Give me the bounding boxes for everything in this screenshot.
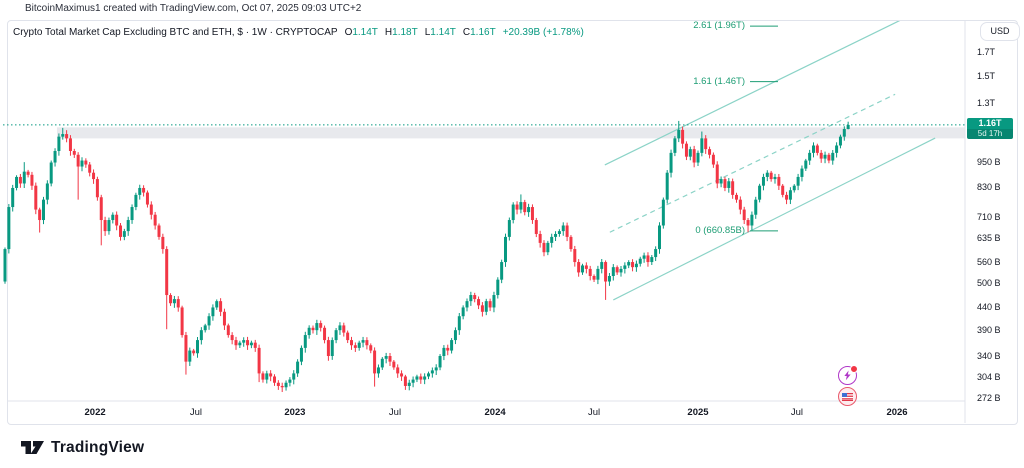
notification-dot	[850, 365, 858, 373]
bar-countdown: 5d 17h	[967, 128, 1013, 139]
price-tick-560B: 560 B	[977, 256, 1001, 267]
idea-flash-icon[interactable]	[838, 365, 858, 385]
ohlc-key: C	[462, 27, 471, 38]
price-tick-390B: 390 B	[977, 324, 1001, 335]
ohlc-value: 1.18T	[392, 27, 418, 38]
price-tick-1.7T: 1.7T	[977, 47, 996, 58]
time-tick-Jul: Jul	[388, 407, 402, 418]
ohlc-values: O1.14T H1.18T L1.14T C1.16T	[338, 27, 496, 38]
channel-trendline	[609, 93, 896, 233]
resistance-zone	[56, 127, 965, 139]
currency-usd-button[interactable]: USD	[980, 22, 1020, 41]
price-tick-635B: 635 B	[977, 232, 1001, 243]
ohlc-key: L	[424, 27, 431, 38]
last-price-value: 1.16T	[978, 117, 1002, 128]
symbol-legend[interactable]: Crypto Total Market Cap Excluding BTC an…	[13, 27, 584, 38]
fib-label: 2.61 (1.96T)	[693, 20, 745, 32]
time-tick-2024: 2024	[484, 407, 506, 418]
watermark-attribution: BitcoinMaximus1 created with TradingView…	[25, 3, 362, 14]
change-value: +20.39B (+1.78%)	[502, 27, 584, 38]
us-economic-event-icon[interactable]	[838, 387, 857, 406]
price-tick-1.3T: 1.3T	[977, 97, 996, 108]
price-tick-1.5T: 1.5T	[977, 71, 996, 82]
symbol-title[interactable]: Crypto Total Market Cap Excluding BTC an…	[13, 27, 338, 38]
tradingview-mark-icon	[21, 441, 44, 454]
us-flag-icon	[842, 392, 853, 401]
price-tick-950B: 950 B	[977, 157, 1001, 168]
channel-trendline	[604, 21, 901, 166]
ohlc-key: H	[384, 27, 393, 38]
last-price-label: 1.16T 5d 17h	[967, 117, 1013, 139]
ohlc-value: 1.14T	[430, 27, 456, 38]
price-tick-304B: 304 B	[977, 371, 1001, 382]
fib-label: 0 (660.85B)	[695, 224, 745, 236]
ohlc-value: 1.14T	[352, 27, 378, 38]
price-tick-272B: 272 B	[977, 392, 1001, 403]
price-tick-440B: 440 B	[977, 301, 1001, 312]
tradingview-logo-text: TradingView	[51, 438, 145, 456]
price-tick-710B: 710 B	[977, 211, 1001, 222]
tradingview-logo[interactable]: TradingView	[20, 438, 144, 457]
time-tick-Jul: Jul	[189, 407, 203, 418]
ohlc-key: O	[344, 27, 353, 38]
lightning-bolt-icon	[844, 370, 851, 381]
price-tick-830B: 830 B	[977, 182, 1001, 193]
ohlc-value: 1.16T	[470, 27, 496, 38]
time-tick-2022: 2022	[84, 407, 106, 418]
time-tick-Jul: Jul	[587, 407, 601, 418]
time-tick-2025: 2025	[687, 407, 709, 418]
time-tick-2026: 2026	[886, 407, 908, 418]
price-tick-340B: 340 B	[977, 350, 1001, 361]
fib-label: 1.61 (1.46T)	[693, 75, 745, 87]
channel-trendline	[613, 137, 936, 301]
price-tick-500B: 500 B	[977, 277, 1001, 288]
time-tick-Jul: Jul	[790, 407, 804, 418]
time-tick-2023: 2023	[284, 407, 306, 418]
